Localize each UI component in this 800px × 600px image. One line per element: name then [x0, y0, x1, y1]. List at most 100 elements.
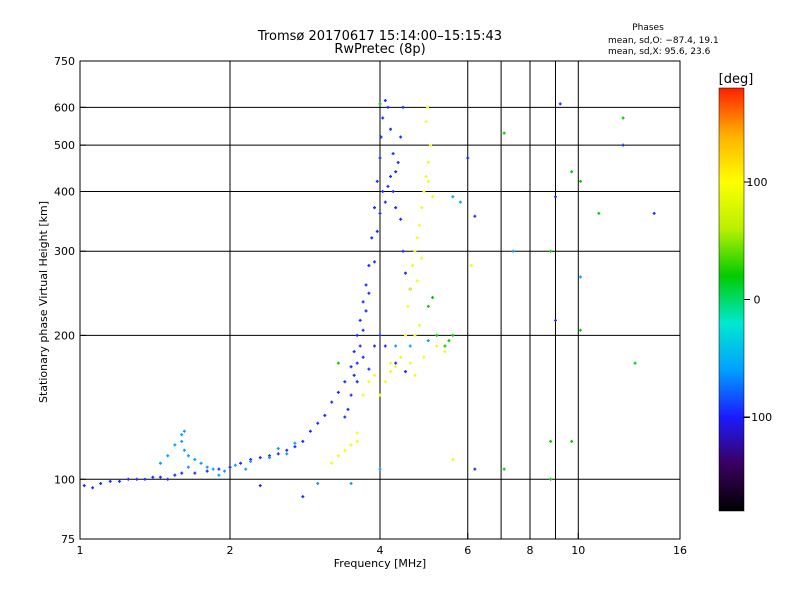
data-point — [249, 459, 253, 463]
data-point — [186, 454, 190, 458]
data-point — [373, 373, 377, 377]
data-point — [367, 380, 371, 384]
data-point — [276, 446, 280, 450]
data-point — [426, 160, 430, 164]
data-point — [158, 475, 162, 479]
data-point — [336, 390, 340, 394]
data-point — [375, 229, 379, 233]
data-point — [401, 105, 405, 109]
data-point — [228, 465, 232, 469]
data-point — [633, 361, 637, 365]
data-point — [285, 448, 289, 452]
data-point — [285, 452, 289, 456]
data-point — [443, 350, 447, 354]
data-point — [355, 333, 359, 337]
data-point — [82, 484, 86, 488]
data-point — [451, 457, 455, 461]
data-point — [316, 481, 320, 485]
data-point — [386, 105, 390, 109]
data-point — [361, 300, 365, 304]
phases-legend-x: mean, sd,X: 95.6, 23.6 — [608, 47, 711, 57]
data-point — [553, 195, 557, 199]
x-tick-label: 1 — [77, 544, 84, 557]
data-point — [276, 452, 280, 456]
data-point — [394, 170, 398, 174]
data-point — [173, 473, 177, 477]
data-point — [458, 200, 462, 204]
data-point — [199, 461, 203, 465]
data-point — [343, 415, 347, 419]
data-point — [383, 200, 387, 204]
data-point — [301, 495, 305, 499]
data-point — [108, 479, 112, 483]
data-point — [99, 481, 103, 485]
data-point — [244, 467, 248, 471]
data-point — [91, 486, 95, 490]
data-point — [408, 287, 412, 291]
data-point — [424, 120, 428, 124]
data-point — [158, 461, 162, 465]
data-point — [549, 249, 553, 253]
data-point — [364, 283, 368, 287]
data-point — [367, 291, 371, 295]
data-point — [330, 400, 334, 404]
data-point — [349, 393, 353, 397]
data-point — [413, 249, 417, 253]
data-point — [391, 189, 395, 193]
data-point — [413, 373, 417, 377]
data-point — [355, 439, 359, 443]
data-point — [173, 443, 177, 447]
data-point — [549, 477, 553, 481]
data-point — [361, 328, 365, 332]
data-point — [358, 344, 362, 348]
data-point — [502, 467, 506, 471]
data-point — [293, 445, 297, 449]
data-point — [383, 380, 387, 384]
data-point — [379, 135, 383, 139]
data-point — [389, 127, 393, 131]
data-point — [355, 361, 359, 365]
data-point — [403, 271, 407, 275]
data-point — [553, 318, 557, 322]
data-point — [375, 179, 379, 183]
data-point — [435, 333, 439, 337]
data-point — [336, 361, 340, 365]
data-point — [652, 211, 656, 215]
data-point — [349, 443, 353, 447]
data-point — [301, 439, 305, 443]
data-point — [323, 413, 327, 417]
data-point — [420, 256, 424, 260]
grid-lines — [80, 61, 680, 539]
data-point — [355, 380, 359, 384]
y-tick-label: 300 — [54, 245, 75, 258]
data-point — [406, 304, 410, 308]
data-point — [413, 333, 417, 337]
data-point — [358, 318, 362, 322]
data-point — [217, 473, 221, 477]
data-point — [343, 448, 347, 452]
data-point — [151, 475, 155, 479]
data-point — [389, 174, 393, 178]
data-point — [389, 370, 393, 374]
x-tick-label: 6 — [464, 544, 471, 557]
data-point — [466, 156, 470, 160]
data-point — [578, 328, 582, 332]
data-point — [394, 344, 398, 348]
colorbar — [718, 87, 745, 512]
data-point — [258, 456, 262, 460]
colorbar-tick-label: −100 — [742, 411, 772, 424]
data-point — [451, 195, 455, 199]
data-point — [381, 116, 385, 120]
data-point — [396, 160, 400, 164]
data-point — [403, 370, 407, 374]
colorbar-label: [deg] — [719, 72, 754, 87]
data-points — [82, 99, 656, 499]
data-point — [383, 344, 387, 348]
data-point — [217, 467, 221, 471]
data-point — [415, 236, 419, 240]
data-point — [415, 279, 419, 283]
data-point — [443, 344, 447, 348]
data-point — [473, 214, 477, 218]
data-point — [621, 143, 625, 147]
